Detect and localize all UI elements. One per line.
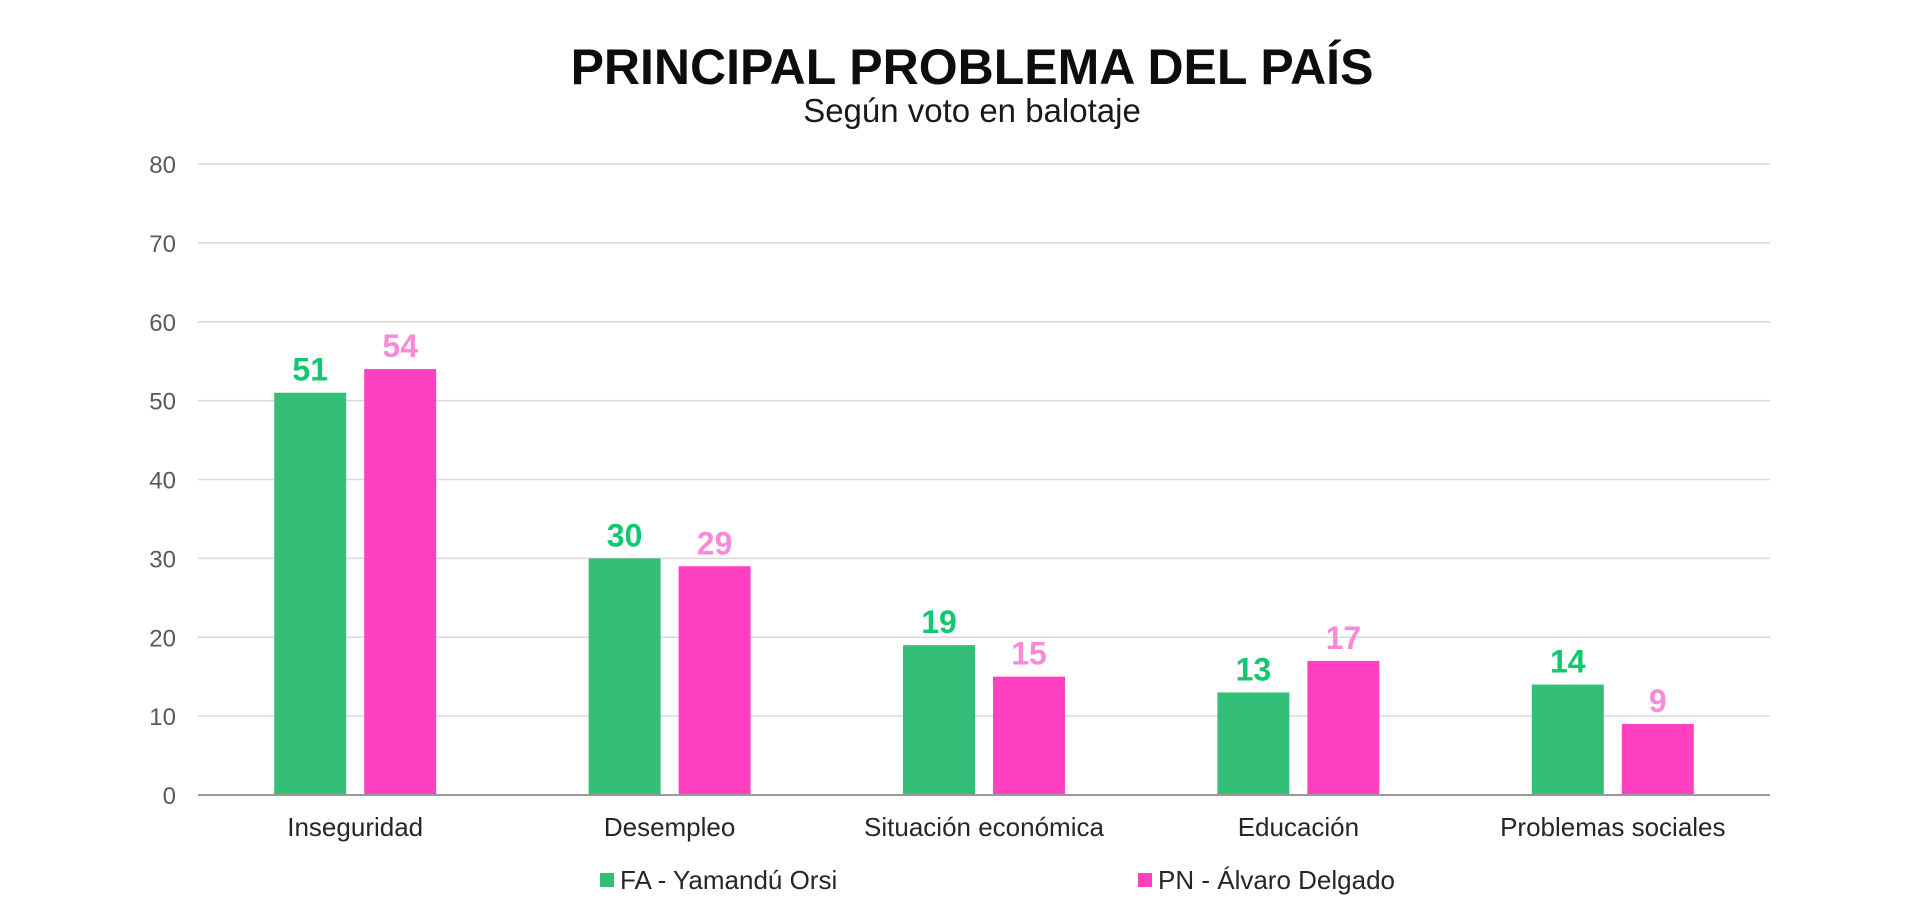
y-tick-label: 80 [149, 152, 176, 179]
data-labels: 51 54 30 29 19 15 13 17 14 9 [292, 328, 1666, 719]
data-label: 29 [697, 525, 733, 561]
data-label: 54 [382, 328, 418, 364]
y-tick-label: 0 [163, 783, 176, 810]
y-tick-label: 40 [149, 468, 176, 495]
y-tick-label: 70 [149, 231, 176, 258]
y-tick-label: 30 [149, 546, 176, 573]
y-axis-ticks: 0 10 20 30 40 50 60 70 80 [149, 152, 176, 810]
y-tick-label: 10 [149, 704, 176, 731]
x-tick-label: Inseguridad [287, 812, 423, 842]
data-label: 14 [1550, 644, 1586, 680]
bars [274, 369, 1694, 795]
data-label: 13 [1236, 651, 1272, 687]
y-tick-label: 60 [149, 310, 176, 337]
legend-swatch [1138, 873, 1152, 887]
x-tick-label: Situación económica [864, 812, 1104, 842]
legend: FA - Yamandú Orsi PN - Álvaro Delgado [600, 865, 1395, 895]
bar-pn [678, 566, 751, 795]
data-label: 9 [1649, 683, 1667, 719]
bar-pn [1621, 724, 1694, 795]
legend-label: PN - Álvaro Delgado [1158, 865, 1395, 895]
x-tick-label: Educación [1238, 812, 1359, 842]
bar-fa [903, 645, 975, 795]
bar-fa [274, 392, 347, 795]
data-label: 19 [921, 604, 957, 640]
y-tick-label: 50 [149, 389, 176, 416]
x-axis-ticks: Inseguridad Desempleo Situación económica E… [287, 812, 1725, 842]
bar-pn [993, 676, 1065, 795]
data-label: 17 [1326, 620, 1362, 656]
y-tick-label: 20 [149, 625, 176, 652]
chart-title: PRINCIPAL PROBLEMA DEL PAÍS [571, 39, 1374, 95]
bar-fa [1217, 692, 1290, 795]
bar-pn [1307, 660, 1380, 795]
x-tick-label: Problemas sociales [1500, 812, 1725, 842]
bar-pn [364, 369, 437, 795]
legend-label: FA - Yamandú Orsi [620, 865, 837, 895]
data-label: 30 [607, 517, 643, 553]
data-label: 15 [1011, 636, 1047, 672]
gridlines [198, 163, 1770, 717]
bar-fa [1531, 684, 1604, 795]
data-label: 51 [292, 352, 328, 388]
legend-swatch [600, 873, 614, 887]
x-tick-label: Desempleo [604, 812, 736, 842]
chart-subtitle: Según voto en balotaje [803, 92, 1141, 129]
bar-fa [588, 558, 661, 795]
